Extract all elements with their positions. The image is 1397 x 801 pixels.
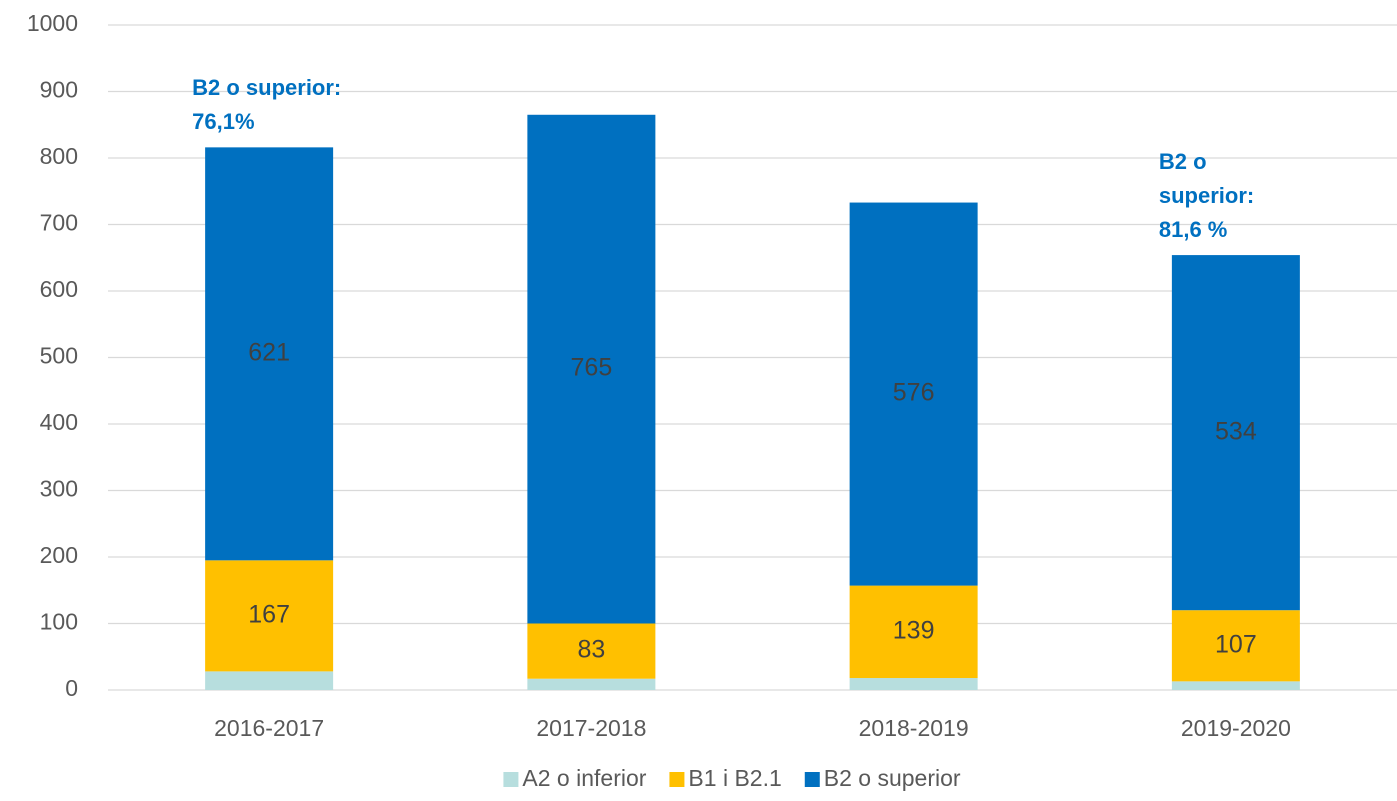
- bar-segment: [205, 560, 334, 672]
- y-tick-label: 700: [40, 210, 78, 236]
- bar-segment: [849, 585, 978, 679]
- y-tick-label: 300: [40, 476, 78, 502]
- y-tick-label: 500: [40, 343, 78, 369]
- bar-segment: [1171, 255, 1300, 611]
- bar-segment: [527, 623, 656, 679]
- annotation: 81,6 %: [1159, 217, 1228, 242]
- annotation: superior:: [1159, 183, 1254, 208]
- data-label: 107: [1215, 630, 1257, 658]
- y-tick-label: 900: [40, 77, 78, 103]
- legend-swatch: [804, 772, 820, 787]
- bar-segment: [527, 678, 656, 690]
- x-tick-label: 2016-2017: [214, 715, 324, 741]
- data-label: 139: [893, 616, 935, 644]
- bar-segment: [849, 202, 978, 586]
- x-tick-label: 2018-2019: [859, 715, 969, 741]
- bar-segment: [1171, 610, 1300, 682]
- y-tick-label: 100: [40, 609, 78, 635]
- y-tick-label: 600: [40, 276, 78, 302]
- data-label: 83: [577, 636, 605, 664]
- y-tick-label: 800: [40, 143, 78, 169]
- bar-segment: [205, 671, 334, 690]
- data-label: 576: [893, 379, 935, 407]
- bar-segment: [527, 114, 656, 624]
- data-label: 621: [248, 338, 290, 366]
- y-tick-label: 200: [40, 542, 78, 568]
- data-label: 167: [248, 600, 290, 628]
- legend-swatch: [503, 772, 519, 787]
- legend-label: B2 o superior: [824, 765, 961, 791]
- legend-label: A2 o inferior: [522, 765, 646, 791]
- x-tick-label: 2017-2018: [536, 715, 646, 741]
- legend-label: B1 i B2.1: [688, 765, 781, 791]
- annotation: B2 o superior:: [192, 75, 341, 100]
- x-tick-label: 2019-2020: [1181, 715, 1291, 741]
- y-tick-label: 1000: [27, 10, 78, 36]
- y-tick-label: 0: [65, 675, 78, 701]
- data-label: 765: [571, 354, 613, 382]
- bar-segment: [849, 678, 978, 690]
- annotation: B2 o: [1159, 149, 1207, 174]
- data-label: 534: [1215, 417, 1257, 445]
- bar-segment: [1171, 681, 1300, 690]
- bar-segment: [205, 147, 334, 561]
- annotation: 76,1%: [192, 109, 254, 134]
- y-tick-label: 400: [40, 409, 78, 435]
- legend-swatch: [669, 772, 685, 787]
